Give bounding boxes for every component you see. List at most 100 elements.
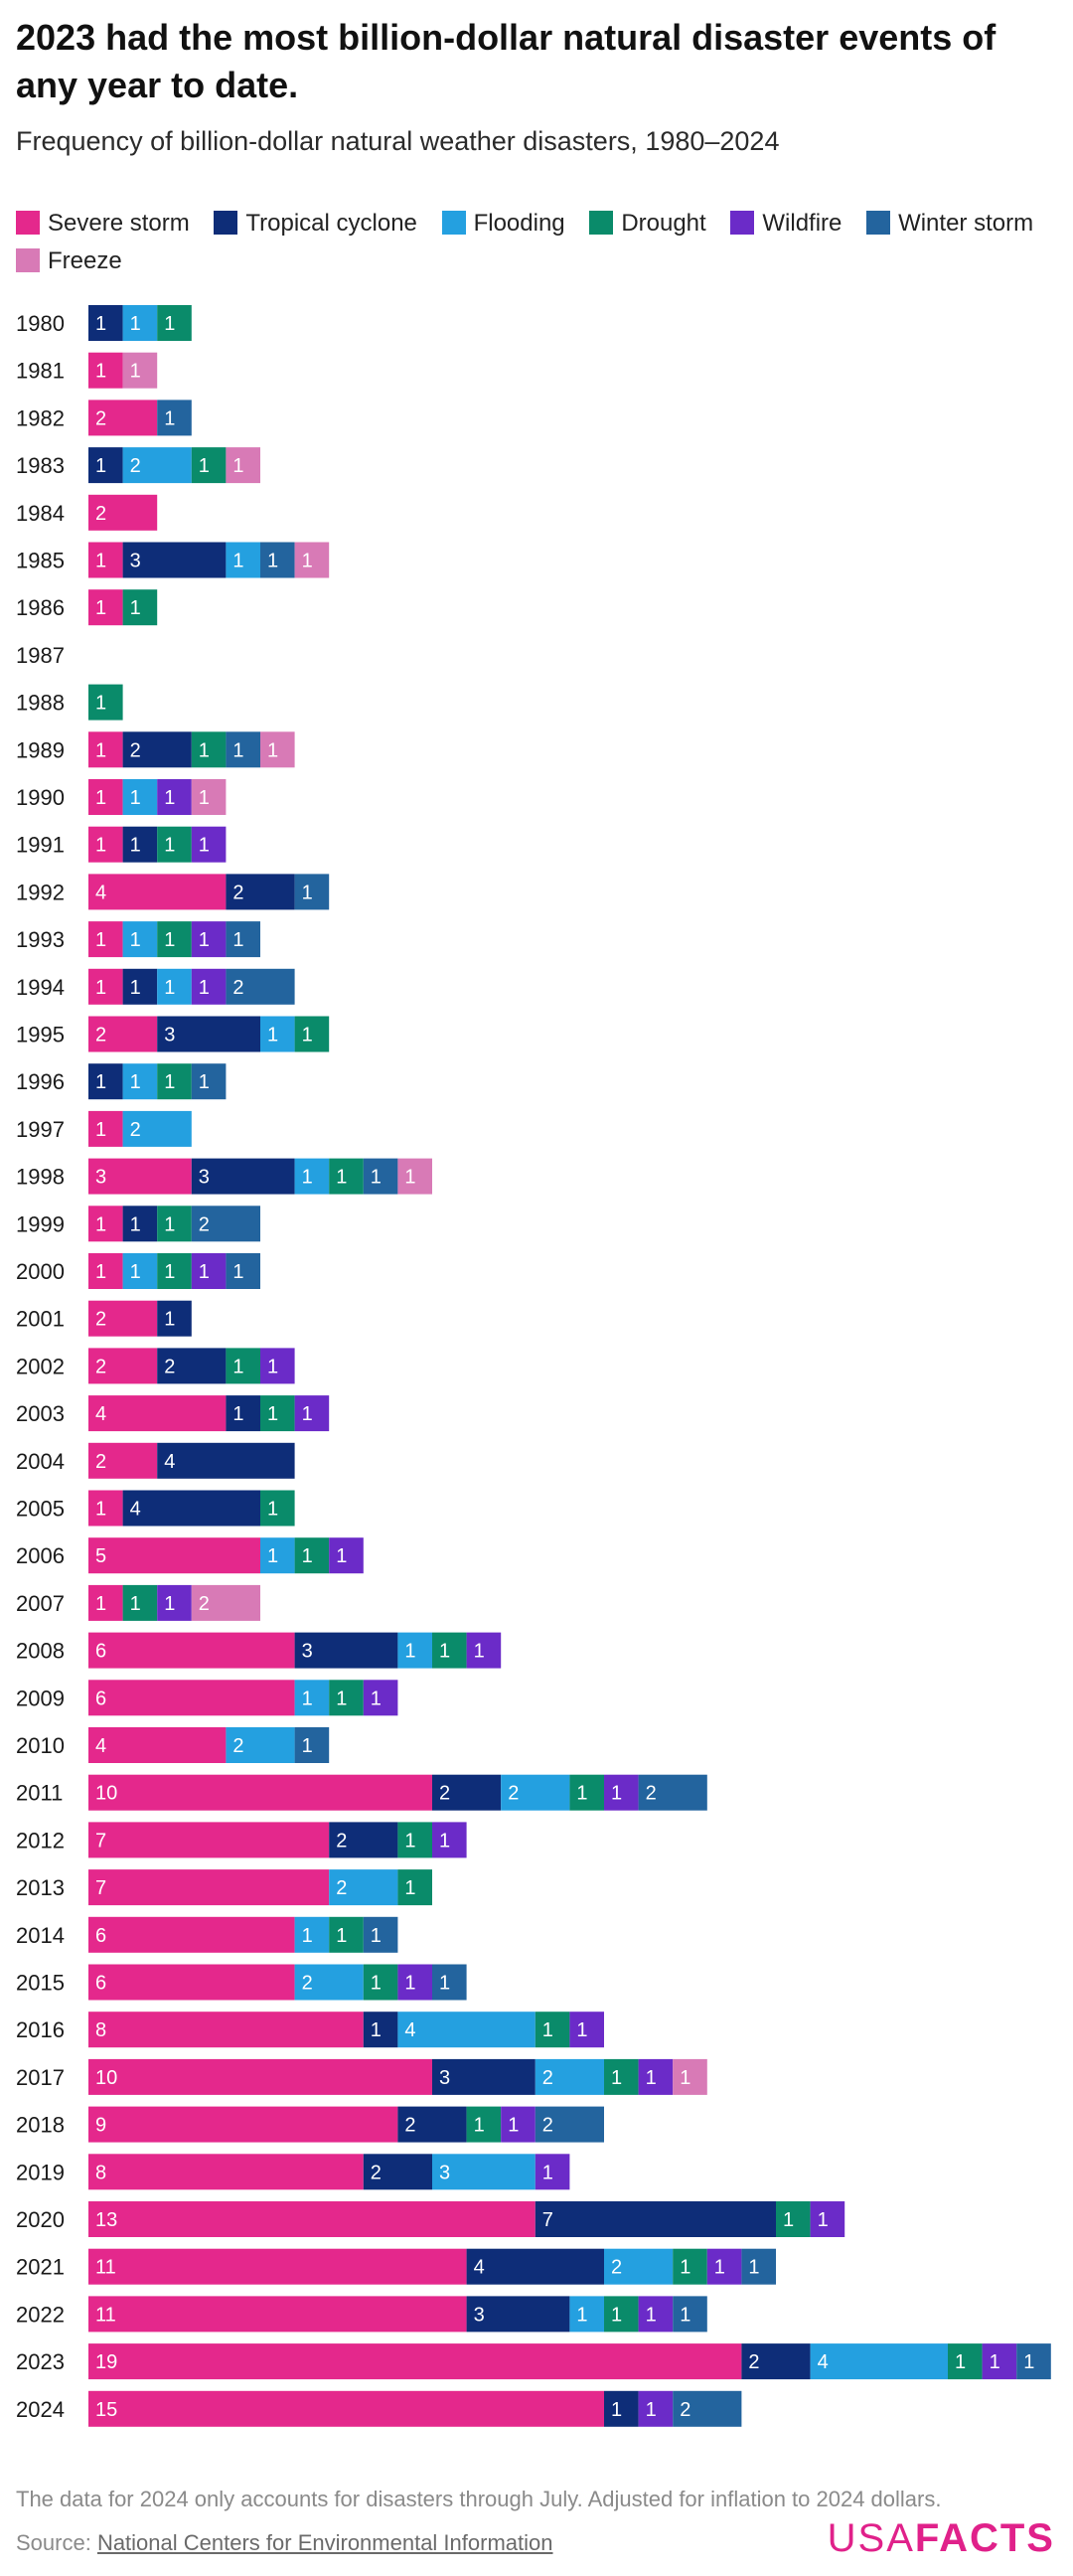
bar-value-label: 5 [95,1545,106,1567]
bar-value-label: 3 [439,2067,450,2089]
bar-segment [191,968,227,1005]
bar-value-label: 3 [439,2162,450,2183]
bar-segment [122,305,158,341]
year-label: 2022 [16,2302,65,2327]
bar-segment [260,1348,295,1384]
bar-segment [191,1063,227,1100]
bar-segment [157,1016,260,1052]
bar-segment [673,2296,707,2333]
legend-item: Severe storm [16,210,190,237]
bar-value-label: 1 [783,2209,794,2231]
bar-segment [226,1727,295,1763]
bar-segment [260,542,295,578]
bar-value-label: 1 [576,2019,587,2041]
bar-segment [122,968,158,1005]
year-label: 1992 [16,880,65,904]
bar-value-label: 1 [199,929,210,951]
bar-segment [88,1537,260,1574]
bar-value-label: 2 [542,2067,553,2089]
bar-segment [569,2012,604,2048]
year-label: 1994 [16,975,65,1000]
bar-segment [88,1632,295,1669]
year-label: 1985 [16,549,65,573]
bar-value-label: 1 [130,1593,141,1615]
bar-value-label: 1 [199,455,210,477]
bar-value-label: 2 [404,2115,415,2137]
bar-value-label: 1 [267,739,278,761]
bar-segment [226,447,260,484]
bar-value-label: 2 [130,455,141,477]
year-label: 2006 [16,1543,65,1568]
bar-segment [122,447,192,484]
bar-segment [604,2058,639,2095]
year-label: 2016 [16,2017,65,2042]
year-label: 1989 [16,737,65,762]
bar-segment [673,2058,707,2095]
bar-value-label: 6 [95,1925,106,1947]
bar-segment [122,1110,192,1147]
bar-segment [294,542,330,578]
bar-segment [191,1584,260,1621]
bar-value-label: 1 [302,1025,313,1046]
year-label: 2010 [16,1733,65,1758]
legend-label: Tropical cyclone [245,210,417,237]
bar-segment [706,2248,742,2285]
bar-value-label: 2 [542,2115,553,2137]
bar-value-label: 1 [232,1403,243,1425]
bar-value-label: 3 [302,1641,313,1663]
bar-value-label: 1 [199,787,210,809]
year-label: 1990 [16,785,65,810]
bar-value-label: 11 [95,2304,116,2326]
bar-segment [226,921,260,958]
year-label: 2013 [16,1875,65,1900]
bar-value-label: 2 [611,2257,622,2279]
bar-segment [363,1158,398,1195]
bar-value-label: 1 [95,313,106,335]
bar-value-label: 1 [1023,2351,1034,2373]
bar-segment [88,2248,467,2285]
source-link[interactable]: National Centers for Environmental Infor… [96,2530,553,2555]
bar-segment [294,1395,330,1432]
year-label: 2024 [16,2397,65,2422]
chart-subtitle: Frequency of billion-dollar natural weat… [16,126,780,156]
bar-value-label: 4 [818,2351,829,2373]
bar-value-label: 1 [611,2399,622,2421]
legend-label: Severe storm [48,210,190,237]
year-label: 1997 [16,1117,65,1142]
bar-segment [810,2343,948,2380]
bar-value-label: 2 [748,2351,759,2373]
bar-segment [122,1584,158,1621]
bar-segment [673,2390,742,2427]
legend-label: Winter storm [898,210,1034,237]
bar-value-label: 6 [95,1641,106,1663]
bar-segment [88,2106,398,2143]
year-label: 1984 [16,501,65,526]
bar-value-label: 4 [130,1499,141,1521]
bar-segment [88,684,123,721]
bar-value-label: 1 [404,1167,415,1189]
bar-value-label: 1 [990,2351,1000,2373]
bar-value-label: 1 [95,977,106,999]
bar-value-label: 1 [611,2304,622,2326]
bar-segment [88,968,123,1005]
bar-value-label: 1 [680,2067,690,2089]
year-label: 2003 [16,1401,65,1426]
bar-segment [329,1916,364,1953]
bar-segment [157,1253,192,1289]
year-label: 1987 [16,643,65,668]
legend-label: Drought [621,210,706,237]
bar-segment [88,1158,192,1195]
bar-segment [535,2012,570,2048]
bar-value-label: 1 [302,1545,313,1567]
legend-item: Freeze [16,247,122,274]
bar-segment [88,1110,123,1147]
bar-segment [88,1300,158,1337]
bar-segment [122,1206,158,1242]
year-label: 2018 [16,2113,65,2138]
bar-segment [191,1253,227,1289]
legend-item: Wildfire [730,210,842,237]
bar-segment [157,968,192,1005]
bar-value-label: 1 [302,1167,313,1189]
bar-value-label: 7 [95,1877,106,1899]
footnote: The data for 2024 only accounts for disa… [16,2487,942,2511]
